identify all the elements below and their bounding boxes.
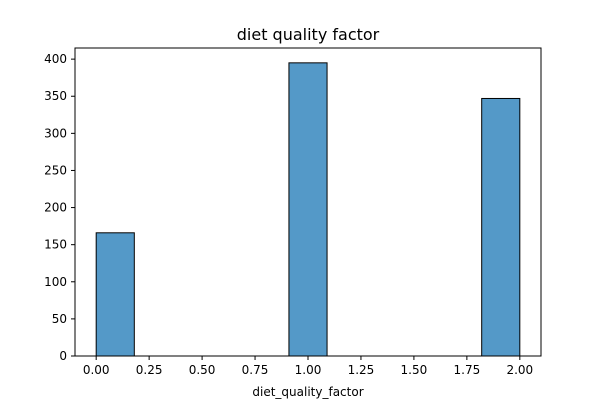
chart-title: diet quality factor — [237, 25, 380, 44]
x-tick-label: 1.75 — [454, 363, 481, 377]
y-tick-label: 100 — [44, 275, 67, 289]
y-tick-label: 150 — [44, 238, 67, 252]
y-tick-label: 250 — [44, 163, 67, 177]
y-tick-label: 300 — [44, 126, 67, 140]
histogram-bar-2 — [481, 97, 521, 357]
histogram-bar-1 — [288, 62, 328, 357]
x-tick-label: 0.25 — [136, 363, 163, 377]
histogram-bar-0 — [95, 232, 135, 357]
y-tick-label: 200 — [44, 201, 67, 215]
x-tick-label: 0.75 — [242, 363, 269, 377]
x-tick-label: 0.50 — [189, 363, 216, 377]
x-tick-label: 1.50 — [401, 363, 428, 377]
x-axis: 0.00 0.25 0.50 0.75 1.00 1.25 1.50 1.75 2.00 — [83, 356, 533, 377]
x-tick-label: 2.00 — [506, 363, 533, 377]
y-tick-label: 50 — [52, 312, 67, 326]
y-tick-label: 400 — [44, 52, 67, 66]
y-tick-label: 350 — [44, 89, 67, 103]
y-axis: 0 50 100 150 200 250 300 350 400 — [44, 52, 75, 363]
x-tick-label: 1.00 — [295, 363, 322, 377]
x-tick-label: 0.00 — [83, 363, 110, 377]
x-axis-label: diet_quality_factor — [252, 385, 363, 399]
bars-layer — [95, 62, 521, 357]
y-tick-label: 0 — [59, 349, 67, 363]
x-tick-label: 1.25 — [348, 363, 375, 377]
